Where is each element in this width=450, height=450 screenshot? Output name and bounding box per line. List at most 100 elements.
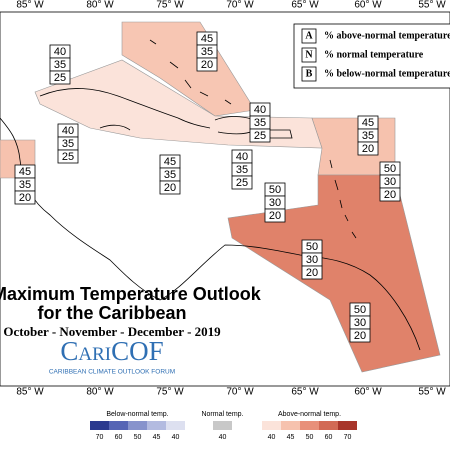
key-letter: B	[306, 68, 313, 79]
probability-normal: 35	[362, 130, 374, 142]
longitude-label: 75° W	[156, 0, 184, 11]
probability-normal: 30	[306, 254, 318, 266]
legend-swatch	[319, 421, 338, 430]
legend-title: Normal temp.	[201, 411, 243, 418]
probability-cell	[264, 208, 286, 223]
probability-normal: 35	[236, 164, 248, 176]
probability-cell	[49, 70, 71, 85]
coast-lesser-antilles	[329, 159, 357, 239]
longitude-label: 80° W	[86, 387, 114, 398]
legend-tick: 40	[268, 434, 276, 441]
coast-bahamas	[149, 39, 232, 105]
coast-central-america	[0, 117, 161, 301]
probability-cell	[231, 175, 253, 190]
probability-below: 20	[362, 143, 374, 155]
probability-cell	[249, 128, 271, 143]
probability-below: 25	[254, 130, 266, 142]
legend-swatch	[147, 421, 166, 430]
legend-swatch	[128, 421, 147, 430]
legend: Below-normal temp. 70 60 50 45 40 Normal temp.…	[90, 411, 357, 441]
longitude-label: 70° W	[226, 387, 254, 398]
probability-normal: 35	[19, 179, 31, 191]
legend-tick: 40	[219, 434, 227, 441]
title-line1: Maximum Temperature Outlook	[0, 284, 262, 304]
title-line2: for the Caribbean	[37, 303, 186, 323]
key-letter: A	[305, 30, 313, 41]
probability-below: 20	[19, 192, 31, 204]
legend-swatch	[213, 421, 232, 430]
probability-above: 50	[306, 241, 318, 253]
probability-below: 20	[306, 267, 318, 279]
longitude-label: 85° W	[16, 387, 44, 398]
legend-tick: 70	[344, 434, 352, 441]
key-box	[293, 23, 450, 89]
probability-below: 25	[236, 177, 248, 189]
probability-below: 20	[201, 59, 213, 71]
legend-tick: 40	[172, 434, 180, 441]
longitude-label: 55° W	[418, 387, 446, 398]
probability-cell	[357, 141, 379, 156]
probability-below: 20	[269, 210, 281, 222]
coast-cuba	[39, 88, 211, 129]
probability-cell	[349, 328, 371, 343]
probability-cell	[159, 180, 181, 195]
key-text: % normal temperature	[324, 49, 424, 60]
legend-title: Below-normal temp.	[106, 411, 168, 418]
legend-tick: 50	[134, 434, 142, 441]
probability-normal: 35	[254, 117, 266, 129]
logo-tagline: CARIBBEAN CLIMATE OUTLOOK FORUM	[49, 369, 175, 376]
probability-below: 25	[62, 151, 74, 163]
probability-below: 20	[384, 189, 396, 201]
legend-tick: 60	[115, 434, 123, 441]
key-letter: N	[305, 49, 313, 60]
probability-above: 40	[236, 151, 248, 163]
probability-above: 40	[254, 104, 266, 116]
longitude-label: 60° W	[354, 387, 382, 398]
longitude-label: 65° W	[291, 0, 319, 11]
legend-swatch	[109, 421, 128, 430]
legend-tick: 45	[287, 434, 295, 441]
key-letter-box	[301, 47, 317, 63]
probability-normal: 30	[354, 317, 366, 329]
key-text: % below-normal temperature	[324, 68, 450, 79]
probability-cell	[301, 265, 323, 280]
probability-above: 45	[201, 33, 213, 45]
logo-name: CariCOF	[60, 336, 163, 366]
legend-swatch	[166, 421, 185, 430]
probability-above: 45	[164, 156, 176, 168]
longitude-label: 65° W	[291, 387, 319, 398]
probability-normal: 30	[384, 176, 396, 188]
longitude-label: 60° W	[354, 0, 382, 11]
key-letter-box	[301, 28, 317, 44]
longitude-label: 80° W	[86, 0, 114, 11]
probability-normal: 35	[201, 46, 213, 58]
longitude-label: 70° W	[226, 0, 254, 11]
probability-normal: 35	[54, 59, 66, 71]
probability-below: 20	[354, 330, 366, 342]
legend-tick: 70	[96, 434, 104, 441]
legend-tick: 45	[153, 434, 161, 441]
legend-title: Above-normal temp.	[278, 411, 341, 418]
probability-above: 45	[19, 166, 31, 178]
probability-above: 45	[362, 117, 374, 129]
probability-normal: 35	[62, 138, 74, 150]
probability-above: 50	[269, 184, 281, 196]
probability-above: 50	[384, 163, 396, 175]
legend-tick: 50	[306, 434, 314, 441]
probability-cell	[57, 149, 79, 164]
probability-cell	[379, 187, 401, 202]
probability-normal: 30	[269, 197, 281, 209]
probability-below: 20	[164, 182, 176, 194]
probability-cell	[196, 57, 218, 72]
coast-jamaica	[99, 124, 131, 131]
legend-swatch	[262, 421, 281, 430]
key: A % above-normal temperature N % normal tem…	[301, 28, 450, 82]
region-south-east	[227, 174, 441, 373]
longitude-label: 55° W	[418, 0, 446, 11]
probability-below: 25	[54, 72, 66, 84]
title-line3: October - November - December - 2019	[3, 324, 221, 339]
probability-above: 50	[354, 304, 366, 316]
legend-swatch	[90, 421, 109, 430]
longitude-label: 85° W	[16, 0, 44, 11]
